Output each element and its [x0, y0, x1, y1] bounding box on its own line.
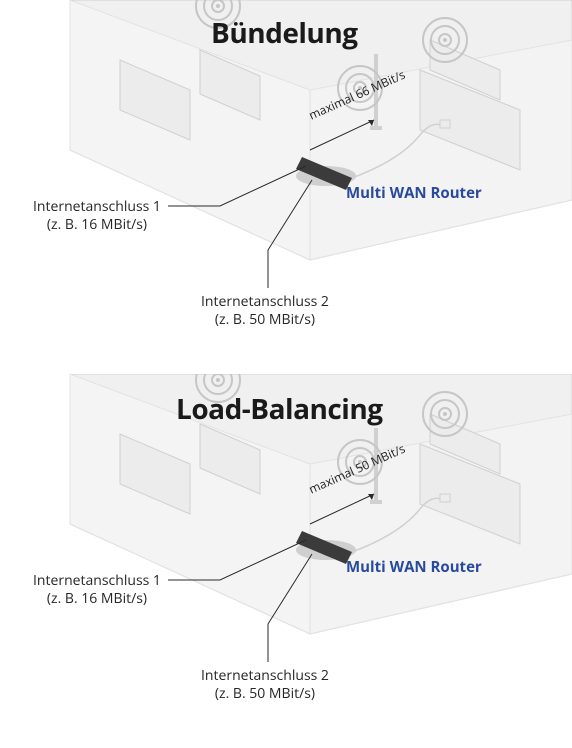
conn1-label-1: Internetanschluss 1(z. B. 16 MBit/s)	[33, 572, 161, 607]
conn2-label-1: Internetanschluss 2(z. B. 50 MBit/s)	[201, 667, 329, 702]
panel-title-1: Load-Balancing	[176, 390, 383, 428]
panel-load-balancing: Load-Balancing Internetanschluss 1(z. B.…	[0, 374, 572, 748]
router-label-1: Multi WAN Router	[346, 557, 482, 577]
panel-title-0: Bündelung	[211, 14, 358, 52]
conn2-label-0: Internetanschluss 2(z. B. 50 MBit/s)	[201, 293, 329, 328]
panel-bundelung: Bündelung Internetanschluss 1(z. B. 16 M…	[0, 0, 572, 374]
conn1-label-0: Internetanschluss 1(z. B. 16 MBit/s)	[33, 198, 161, 233]
router-label-0: Multi WAN Router	[346, 183, 482, 203]
